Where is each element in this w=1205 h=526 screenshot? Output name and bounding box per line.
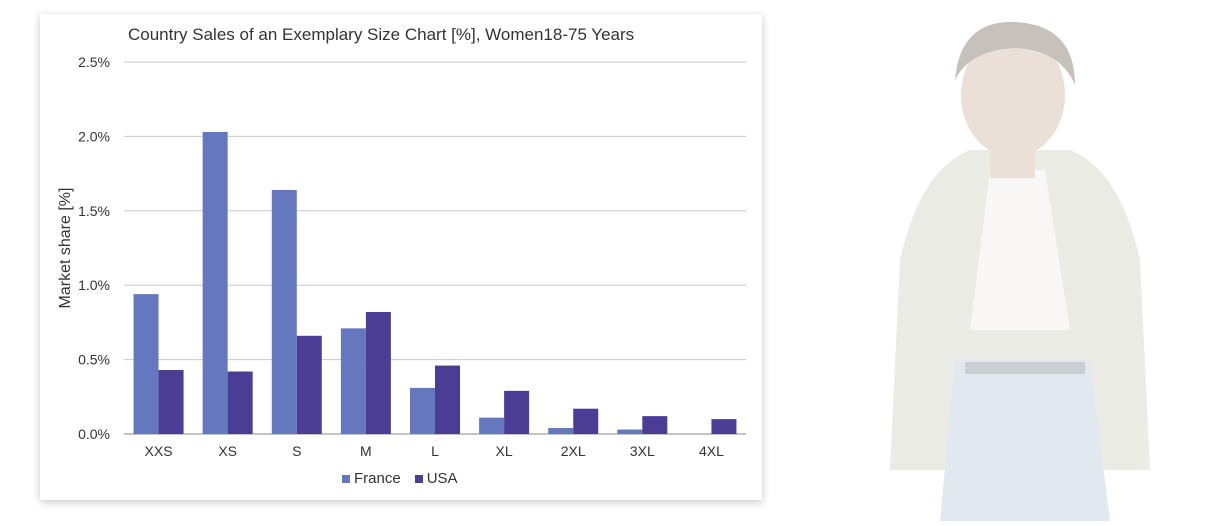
y-tick-label: 0.0%: [78, 426, 110, 442]
bar-usa: [573, 408, 599, 434]
bar-chart: 0.0% 0.5% 1.0% 1.5% 2.0% 2.5% Market share [%]…: [57, 54, 746, 459]
bar-usa: [227, 371, 253, 434]
x-tick-label: XL: [496, 443, 513, 459]
x-tick-label: M: [360, 443, 372, 459]
bar-france: [548, 428, 574, 434]
x-tick-label: XXS: [145, 443, 173, 459]
legend-label-france: France: [354, 470, 401, 487]
bar-france: [340, 328, 366, 434]
bar-usa: [296, 335, 322, 434]
bar-france: [617, 429, 643, 434]
x-tick-label: 4XL: [699, 443, 724, 459]
bar-france: [271, 189, 297, 434]
person-photo-icon: [830, 0, 1205, 521]
bar-usa: [711, 419, 737, 434]
bar-usa: [365, 311, 391, 434]
legend-item-usa: USA: [414, 470, 458, 487]
bar-usa: [158, 370, 184, 434]
bar-france: [133, 294, 159, 434]
y-tick-label: 0.5%: [78, 352, 110, 368]
x-tick-label: S: [292, 443, 301, 459]
bar-france: [479, 417, 505, 434]
chart-card: 0.0% 0.5% 1.0% 1.5% 2.0% 2.5% Market share [%]…: [40, 14, 762, 500]
chart-title: Country Sales of an Exemplary Size Chart…: [128, 25, 635, 44]
legend-label-usa: USA: [426, 470, 458, 487]
x-tick-label: L: [431, 443, 439, 459]
bar-usa: [504, 390, 530, 434]
legend-swatch-usa: [414, 474, 423, 483]
y-tick-label: 2.0%: [78, 128, 110, 144]
legend-swatch-france: [342, 474, 350, 483]
y-axis-label: Market share [%]: [57, 188, 74, 309]
x-tick-label: XS: [218, 443, 237, 459]
legend-item-france: France: [342, 470, 401, 487]
y-tick-label: 1.5%: [78, 203, 110, 219]
y-tick-label: 2.5%: [78, 54, 110, 70]
bar-usa: [642, 416, 668, 434]
x-tick-label: 3XL: [630, 443, 655, 459]
x-tick-label: 2XL: [561, 443, 586, 459]
legend: France USA: [342, 470, 472, 487]
y-tick-label: 1.0%: [78, 277, 110, 293]
bar-france: [202, 131, 228, 434]
bar-usa: [435, 365, 460, 434]
bar-france: [410, 387, 435, 434]
